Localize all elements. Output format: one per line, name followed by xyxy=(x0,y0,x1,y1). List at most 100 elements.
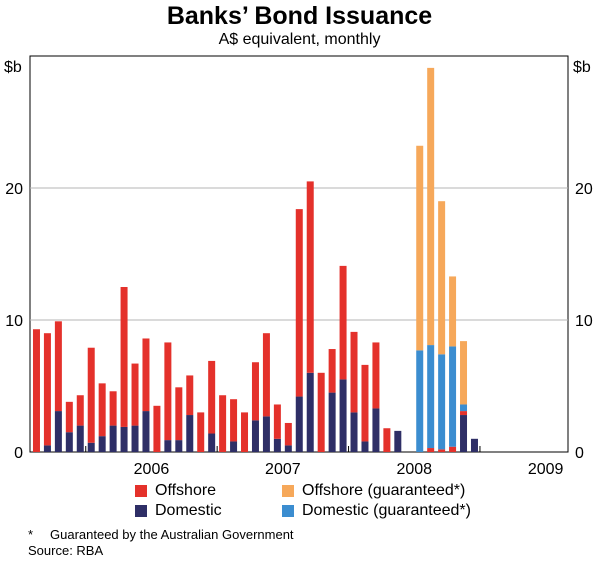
bar-domestic-2006-02 xyxy=(98,436,106,452)
y-tick-label-right: 0 xyxy=(575,445,584,462)
source-note: Source: RBA xyxy=(28,543,104,558)
bar-offshore-guaranteed-2008-10 xyxy=(449,276,457,347)
bar-offshore-2006-03 xyxy=(109,391,117,426)
bar-offshore-guaranteed-2008-09 xyxy=(438,201,446,355)
y-tick-label-left: 20 xyxy=(5,181,23,198)
bar-offshore-2007-11 xyxy=(328,349,336,393)
bar-offshore-2007-08 xyxy=(295,209,303,397)
bar-domestic-guaranteed-2008-07 xyxy=(416,350,424,452)
bar-offshore-2006-10 xyxy=(186,375,194,416)
x-year-label: 2009 xyxy=(528,461,564,478)
bar-offshore-2007-07 xyxy=(284,422,292,446)
bar-domestic-2007-05 xyxy=(262,416,270,452)
bar-domestic-2005-12 xyxy=(76,425,84,452)
bar-domestic-guaranteed-2008-10 xyxy=(449,346,457,447)
bar-domestic-2007-09 xyxy=(306,372,314,452)
bar-domestic-2008-02 xyxy=(361,441,369,452)
bar-offshore-2006-04 xyxy=(120,287,128,427)
bar-offshore-2008-04 xyxy=(383,428,391,452)
bar-offshore-2008-11 xyxy=(460,411,468,416)
bar-chart: 0 0 10 10 20 20 $b $b 2006 2007 2008 2009 xyxy=(4,55,593,478)
legend-item-domestic-guaranteed: Domestic (guaranteed*) xyxy=(282,502,471,520)
y-unit-right: $b xyxy=(573,59,591,76)
y-tick-label-left: 10 xyxy=(5,313,23,330)
bar-offshore-2008-01 xyxy=(350,331,358,413)
y-unit-left: $b xyxy=(4,59,22,76)
bar-domestic-2005-11 xyxy=(65,432,73,452)
y-tick-label-left: 0 xyxy=(14,445,23,462)
bar-domestic-2007-12 xyxy=(339,379,347,452)
bar-domestic-guaranteed-2008-11 xyxy=(460,404,468,412)
y-tick-label-right: 20 xyxy=(575,181,593,198)
legend-label-offshore-guaranteed: Offshore (guaranteed*) xyxy=(302,482,466,499)
footnote-marker: * xyxy=(28,527,34,542)
bar-domestic-2007-02 xyxy=(230,441,238,452)
bar-offshore-2007-09 xyxy=(306,181,314,373)
bar-domestic-2006-01 xyxy=(87,442,95,452)
bar-domestic-2007-08 xyxy=(295,396,303,452)
bar-domestic-guaranteed-2008-08 xyxy=(427,345,435,449)
bar-offshore-2006-02 xyxy=(98,383,106,437)
bar-offshore-2006-12 xyxy=(208,360,216,434)
bar-domestic-2006-10 xyxy=(186,415,194,452)
bar-domestic-2008-01 xyxy=(350,412,358,452)
bar-offshore-2006-08 xyxy=(164,342,172,441)
bar-offshore-2007-12 xyxy=(339,265,347,380)
chart-subtitle: A$ equivalent, monthly xyxy=(218,31,381,48)
bar-offshore-2006-01 xyxy=(87,347,95,443)
bar-offshore-2007-10 xyxy=(317,372,325,452)
bar-domestic-2006-12 xyxy=(208,433,216,452)
legend-swatch-domestic xyxy=(135,505,147,517)
legend-swatch-offshore xyxy=(135,485,147,497)
legend-item-offshore: Offshore xyxy=(135,482,216,500)
bar-offshore-2007-01 xyxy=(219,395,227,452)
bar-offshore-2007-04 xyxy=(251,362,259,421)
x-year-label: 2008 xyxy=(396,461,432,478)
bar-offshore-guaranteed-2008-08 xyxy=(427,67,435,346)
bar-domestic-2008-11 xyxy=(460,415,468,452)
bar-domestic-2007-06 xyxy=(273,438,281,452)
footnote-text: Guaranteed by the Australian Government xyxy=(50,527,294,542)
legend-swatch-offshore-guaranteed xyxy=(282,485,294,497)
bar-offshore-2007-06 xyxy=(273,404,281,439)
legend-item-offshore-guaranteed: Offshore (guaranteed*) xyxy=(282,482,465,500)
legend-item-domestic: Domestic xyxy=(135,502,222,520)
bar-offshore-2005-09 xyxy=(43,333,51,446)
bar-offshore-2006-11 xyxy=(197,412,205,452)
legend-label-offshore: Offshore xyxy=(155,482,217,499)
bar-offshore-2008-03 xyxy=(372,342,380,409)
bar-domestic-2006-09 xyxy=(175,440,183,452)
bar-domestic-2008-03 xyxy=(372,408,380,452)
legend-label-domestic: Domestic xyxy=(155,502,222,519)
bar-offshore-2006-09 xyxy=(175,387,183,441)
bar-offshore-2006-07 xyxy=(153,405,161,452)
bar-offshore-2008-02 xyxy=(361,364,369,442)
bar-offshore-2008-08 xyxy=(427,448,435,452)
chart-title: Banks’ Bond Issuance xyxy=(166,2,433,30)
bar-offshore-guaranteed-2008-07 xyxy=(416,145,424,351)
bar-domestic-2008-05 xyxy=(394,430,402,452)
bar-offshore-2007-02 xyxy=(230,399,238,442)
bar-offshore-2005-11 xyxy=(65,401,73,433)
bar-domestic-2005-10 xyxy=(54,411,62,452)
footnote: * Guaranteed by the Australian Government xyxy=(28,527,294,543)
bar-domestic-2007-07 xyxy=(284,445,292,452)
bar-domestic-guaranteed-2008-09 xyxy=(438,354,446,450)
legend-label-domestic-guaranteed: Domestic (guaranteed*) xyxy=(302,502,471,519)
bar-domestic-2006-06 xyxy=(142,411,150,452)
bar-domestic-2008-12 xyxy=(470,438,478,452)
bar-domestic-2005-09 xyxy=(43,445,51,452)
bar-domestic-2006-08 xyxy=(164,440,172,452)
bar-domestic-2007-11 xyxy=(328,392,336,452)
legend-swatch-domestic-guaranteed xyxy=(282,505,294,517)
bar-offshore-2007-05 xyxy=(262,333,270,417)
bar-offshore-2008-09 xyxy=(438,449,446,452)
bar-domestic-2006-03 xyxy=(109,425,117,452)
bar-offshore-2006-06 xyxy=(142,338,150,412)
x-year-label: 2007 xyxy=(265,461,301,478)
bar-offshore-guaranteed-2008-11 xyxy=(460,341,468,405)
bar-offshore-2006-05 xyxy=(131,363,139,426)
x-year-label: 2006 xyxy=(134,461,170,478)
bar-offshore-2007-03 xyxy=(241,412,249,452)
bar-offshore-2005-12 xyxy=(76,395,84,426)
